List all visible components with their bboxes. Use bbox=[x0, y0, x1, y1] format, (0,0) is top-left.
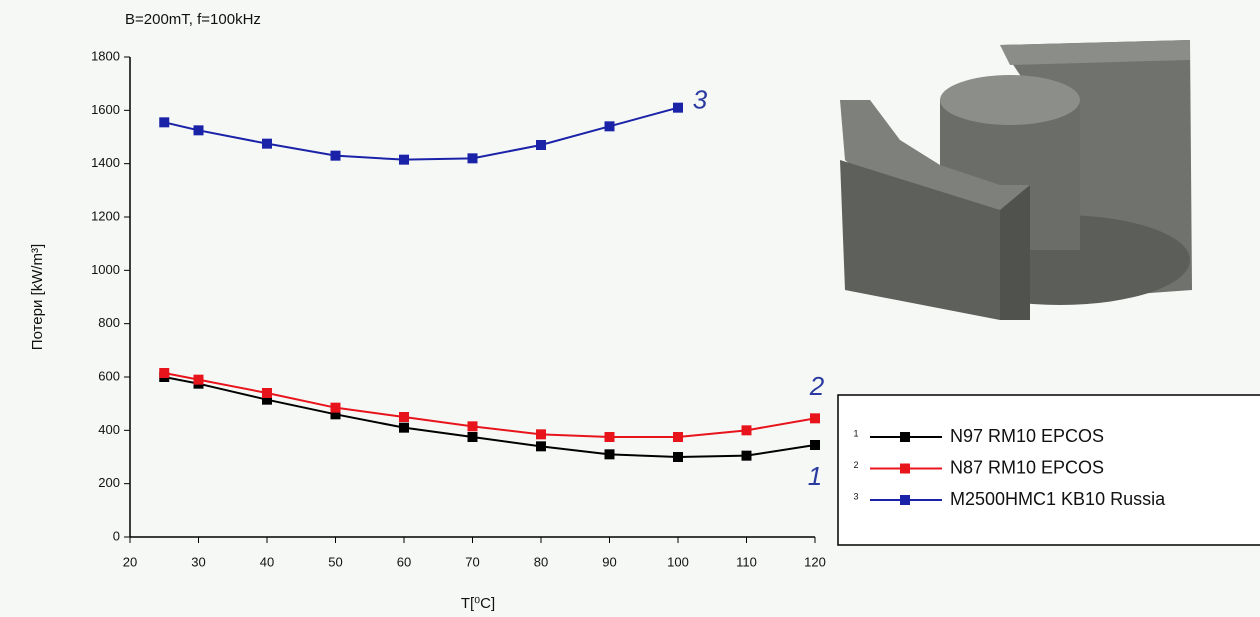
x-tick-label: 50 bbox=[328, 554, 342, 569]
data-point bbox=[468, 153, 478, 163]
y-tick-label: 0 bbox=[113, 528, 120, 543]
data-point bbox=[673, 452, 683, 462]
page: B=200mT, f=100kHz T[⁰C] Потери [kW/m³] 0… bbox=[0, 0, 1260, 617]
data-point bbox=[331, 403, 341, 413]
data-point bbox=[159, 117, 169, 127]
chart: B=200mT, f=100kHz T[⁰C] Потери [kW/m³] 0… bbox=[0, 0, 1260, 617]
x-tick-label: 120 bbox=[804, 554, 826, 569]
x-tick-label: 80 bbox=[534, 554, 548, 569]
legend-number: 3 bbox=[853, 491, 858, 501]
data-point bbox=[399, 412, 409, 422]
curve-label: 3 bbox=[693, 85, 708, 115]
legend-number: 1 bbox=[853, 428, 858, 438]
x-axis-label: T[⁰C] bbox=[461, 595, 495, 612]
curve-label: 1 bbox=[808, 461, 822, 491]
data-point bbox=[536, 429, 546, 439]
y-axis-label: Потери [kW/m³] bbox=[29, 244, 46, 350]
y-tick-label: 600 bbox=[98, 368, 120, 383]
data-point bbox=[605, 449, 615, 459]
legend-label: N97 RM10 EPCOS bbox=[950, 426, 1104, 446]
y-tick-label: 1800 bbox=[91, 48, 120, 63]
x-tick-label: 70 bbox=[465, 554, 479, 569]
data-point bbox=[399, 155, 409, 165]
data-point bbox=[673, 103, 683, 113]
y-tick-label: 1400 bbox=[91, 155, 120, 170]
curve-label: 2 bbox=[809, 371, 825, 401]
y-tick-label: 800 bbox=[98, 315, 120, 330]
data-point bbox=[605, 121, 615, 131]
x-tick-label: 20 bbox=[123, 554, 137, 569]
y-tick-label: 1200 bbox=[91, 208, 120, 223]
x-tick-label: 30 bbox=[191, 554, 205, 569]
data-point bbox=[262, 139, 272, 149]
data-point bbox=[331, 151, 341, 161]
data-point bbox=[605, 432, 615, 442]
data-point bbox=[742, 451, 752, 461]
y-tick-label: 1600 bbox=[91, 102, 120, 117]
legend-marker bbox=[900, 464, 910, 474]
data-point bbox=[536, 441, 546, 451]
x-tick-label: 110 bbox=[736, 554, 757, 569]
y-tick-label: 1000 bbox=[91, 262, 120, 277]
legend-label: M2500HMC1 KB10 Russia bbox=[950, 489, 1166, 509]
chart-title: B=200mT, f=100kHz bbox=[125, 11, 261, 28]
legend-marker bbox=[900, 432, 910, 442]
data-point bbox=[810, 413, 820, 423]
data-point bbox=[468, 421, 478, 431]
data-point bbox=[159, 368, 169, 378]
legend-marker bbox=[900, 495, 910, 505]
legend-label: N87 RM10 EPCOS bbox=[950, 457, 1104, 477]
x-tick-label: 100 bbox=[667, 554, 689, 569]
y-tick-label: 400 bbox=[98, 422, 120, 437]
data-point bbox=[536, 140, 546, 150]
data-point bbox=[742, 425, 752, 435]
data-point bbox=[673, 432, 683, 442]
legend-number: 2 bbox=[853, 460, 858, 470]
data-point bbox=[262, 388, 272, 398]
data-point bbox=[194, 125, 204, 135]
data-point bbox=[468, 432, 478, 442]
y-tick-label: 200 bbox=[98, 475, 120, 490]
x-tick-label: 40 bbox=[260, 554, 274, 569]
x-tick-label: 90 bbox=[602, 554, 616, 569]
data-point bbox=[399, 423, 409, 433]
data-point bbox=[810, 440, 820, 450]
data-point bbox=[194, 375, 204, 385]
x-tick-label: 60 bbox=[397, 554, 411, 569]
